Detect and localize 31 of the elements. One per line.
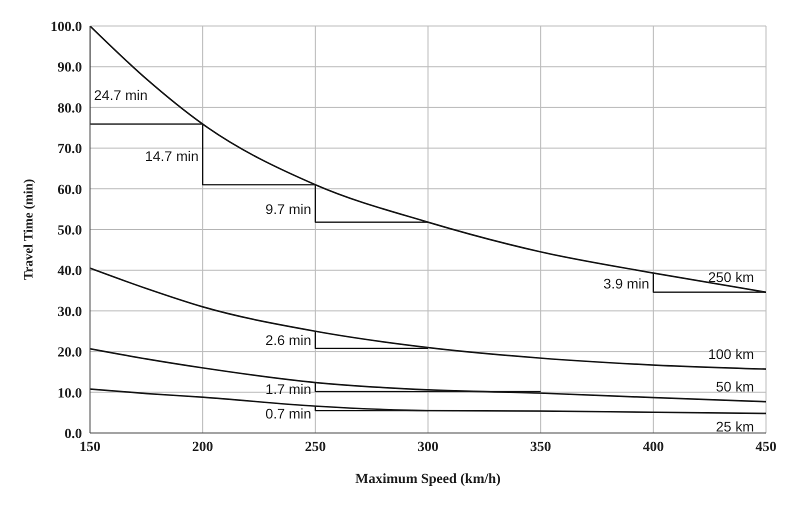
annotation: 1.7 min xyxy=(265,381,312,398)
annotation: 2.6 min xyxy=(265,332,312,348)
x-tick-label: 350 xyxy=(530,440,552,455)
y-tick-label: 30.0 xyxy=(58,304,82,320)
y-tick-label: 20.0 xyxy=(58,346,82,361)
x-tick-label: 200 xyxy=(192,440,214,455)
x-tick-label: 300 xyxy=(418,440,438,455)
y-tick-label: 10.0 xyxy=(58,386,82,402)
series-label: 250 km xyxy=(708,269,754,286)
y-tick-label: 100.0 xyxy=(50,20,82,35)
annotation: 3.9 min xyxy=(603,276,650,292)
y-tick-label: 80.0 xyxy=(58,101,82,116)
annotation: 0.7 min xyxy=(265,405,312,422)
series-label: 25 km xyxy=(716,418,754,434)
series-label: 100 km xyxy=(708,346,754,362)
x-axis-title: Maximum Speed (km/h) xyxy=(355,472,502,487)
x-tick-label: 450 xyxy=(756,440,776,455)
series-label: 50 km xyxy=(716,378,754,395)
y-tick-label: 90.0 xyxy=(58,60,82,76)
y-tick-label: 40.0 xyxy=(58,264,82,280)
x-tick-label: 400 xyxy=(642,440,664,455)
annotation: 24.7 min xyxy=(94,87,148,104)
y-tick-label: 60.0 xyxy=(58,182,82,198)
y-tick-label: 50.0 xyxy=(58,223,82,238)
x-tick-label: 250 xyxy=(304,440,326,455)
x-tick-label: 150 xyxy=(80,440,100,455)
annotation: 9.7 min xyxy=(265,201,312,218)
annotation: 14.7 min xyxy=(144,148,199,164)
y-axis-title: Travel Time (min) xyxy=(20,178,36,280)
y-tick-label: 0.0 xyxy=(64,426,82,442)
y-tick-label: 70.0 xyxy=(58,142,82,158)
